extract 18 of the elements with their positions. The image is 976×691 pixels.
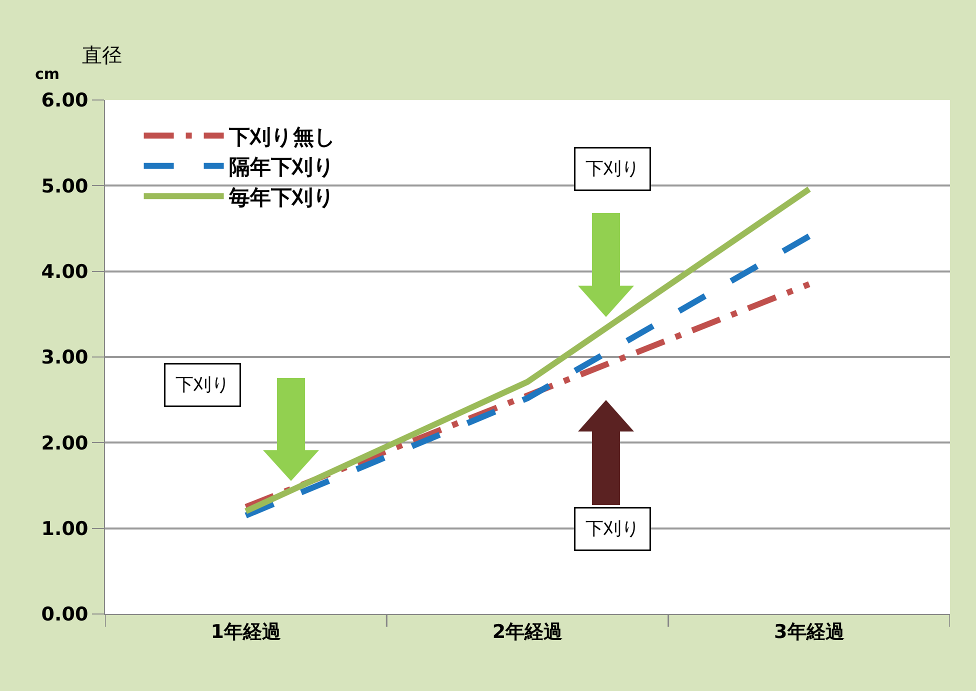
y-tick-label: 6.00 [41, 90, 88, 112]
y-tick-label: 2.00 [41, 432, 88, 454]
y-tick-label: 1.00 [41, 518, 88, 540]
y-tick-label: 0.00 [41, 604, 88, 626]
text: cm [35, 65, 60, 83]
legend-label: 隔年下刈り [228, 155, 335, 180]
y-tick-label: 5.00 [41, 175, 88, 198]
x-tick-label: 2年経過 [492, 620, 564, 643]
annotation: 下刈り [586, 158, 640, 180]
annotation: 下刈り [176, 374, 230, 396]
x-tick-label: 3年経過 [774, 620, 846, 643]
x-tick-label: 1年経過 [210, 620, 282, 643]
legend-label: 下刈り無し [228, 124, 336, 149]
y-axis-title: 直径 [82, 43, 122, 67]
y-tick-label: 4.00 [41, 260, 88, 283]
legend-label: 毎年下刈り [228, 185, 335, 210]
annotation: 下刈り [586, 518, 640, 540]
y-tick-label: 3.00 [41, 346, 88, 369]
